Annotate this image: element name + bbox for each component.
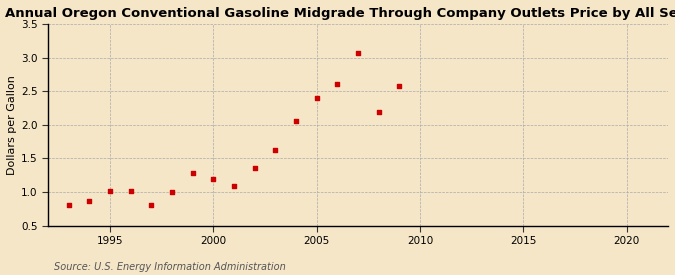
Point	[353, 51, 364, 55]
Point	[291, 119, 302, 123]
Point	[167, 190, 178, 194]
Point	[249, 166, 260, 171]
Title: Annual Oregon Conventional Gasoline Midgrade Through Company Outlets Price by Al: Annual Oregon Conventional Gasoline Midg…	[5, 7, 675, 20]
Point	[188, 171, 198, 175]
Point	[311, 96, 322, 100]
Point	[105, 189, 115, 194]
Point	[373, 110, 384, 114]
Point	[84, 199, 95, 204]
Y-axis label: Dollars per Gallon: Dollars per Gallon	[7, 75, 17, 175]
Point	[126, 188, 136, 193]
Point	[394, 84, 405, 88]
Point	[229, 184, 240, 188]
Point	[146, 203, 157, 208]
Point	[208, 176, 219, 181]
Point	[63, 203, 74, 208]
Point	[332, 82, 343, 87]
Point	[270, 147, 281, 152]
Text: Source: U.S. Energy Information Administration: Source: U.S. Energy Information Administ…	[54, 262, 286, 272]
